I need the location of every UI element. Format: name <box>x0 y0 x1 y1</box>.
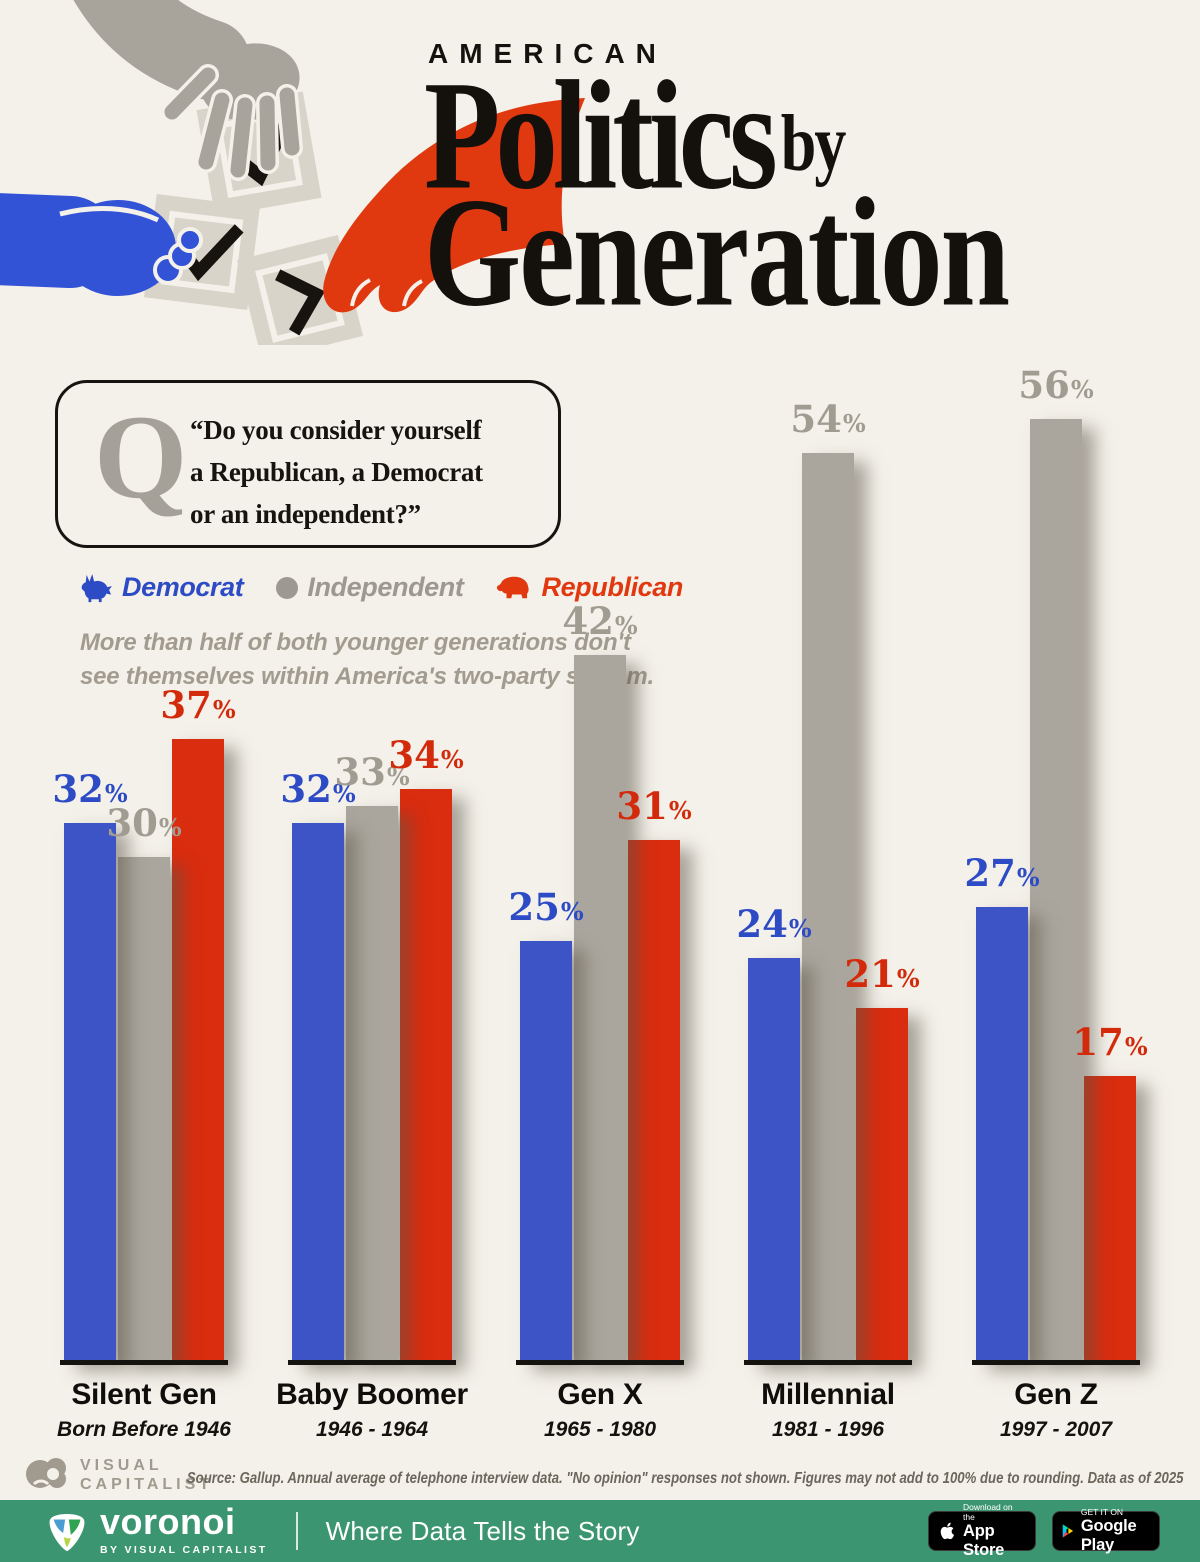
google-play-icon <box>1062 1524 1074 1538</box>
value-label-independent-gen-z: 56% <box>1018 363 1094 407</box>
voronoi-byline: BY VISUAL CAPITALIST <box>100 1543 268 1556</box>
bar-republican-silent-gen <box>172 739 224 1362</box>
badge-big-text: App Store <box>962 1522 1005 1560</box>
visual-capitalist-mark-icon <box>26 1458 66 1488</box>
apple-icon <box>940 1522 955 1540</box>
value-label-independent-baby-boomer: 33% <box>334 750 410 794</box>
legend-label: Independent <box>307 572 464 602</box>
voronoi-brand: voronoi BY VISUAL CAPITALIST <box>44 1501 268 1556</box>
bar-democrat-gen-x <box>520 941 572 1362</box>
legend-label: Democrat <box>122 572 244 602</box>
question-text-line: a Republican, a Democrat <box>190 457 483 487</box>
legend-item-democrat: Democrat <box>78 572 244 603</box>
source-note: Source: Gallup. Annual average of teleph… <box>11 1470 1184 1488</box>
bar-group-gen-z: 27% 56% 17% Gen Z 1997 - 2007 <box>964 342 1147 1441</box>
category-label-millennial: Millennial 1981 - 1996 <box>688 1378 968 1442</box>
title-kicker: AMERICAN <box>428 38 667 69</box>
question-mark-q: Q <box>94 390 188 523</box>
legend-item-independent: Independent <box>275 572 464 603</box>
category-year-range: 1997 - 2007 <box>999 1418 1113 1441</box>
app-store-badge[interactable]: Download on the App Store <box>928 1502 1036 1559</box>
value-label-democrat-gen-z: 27% <box>964 851 1040 895</box>
question-text-line: or an independent?” <box>190 499 421 529</box>
category-label-gen-z: Gen Z 1997 - 2007 <box>916 1378 1196 1442</box>
badge-big-text: Google Play <box>1080 1517 1137 1555</box>
voronoi-wordmark: voronoi <box>100 1501 236 1543</box>
bar-independent-baby-boomer <box>346 806 398 1362</box>
voronoi-footer-bar: voronoi BY VISUAL CAPITALIST Where Data … <box>0 1500 1200 1562</box>
vc-word-capitalist: CAPITALIST <box>80 1476 214 1493</box>
legend-item-republican: Republican <box>495 572 683 603</box>
donkey-icon <box>81 573 112 602</box>
category-name: Gen X <box>557 1378 643 1411</box>
elephant-icon <box>497 576 530 598</box>
value-label-republican-baby-boomer: 34% <box>388 733 464 777</box>
bar-independent-silent-gen <box>118 857 170 1362</box>
bar-democrat-gen-z <box>976 907 1028 1362</box>
category-year-range: 1946 - 1964 <box>315 1418 429 1441</box>
bar-group-millennial: 24% 54% 21% Millennial 1981 - 1996 <box>736 342 919 1441</box>
category-label-baby-boomer: Baby Boomer 1946 - 1964 <box>232 1378 512 1442</box>
question-text: “Do you consider yourself a Republican, … <box>190 409 483 535</box>
bar-group-silent-gen: 32% 30% 37% Silent Gen Born Before 1946 <box>52 342 235 1441</box>
bar-republican-baby-boomer <box>400 789 452 1362</box>
category-year-range: Born Before 1946 <box>57 1418 231 1441</box>
value-label-independent-silent-gen: 30% <box>106 801 182 845</box>
value-label-democrat-gen-x: 25% <box>508 885 584 929</box>
footer-divider <box>295 1512 298 1550</box>
value-label-democrat-millennial: 24% <box>736 902 812 946</box>
value-label-democrat-silent-gen: 32% <box>52 767 128 811</box>
category-year-range: 1981 - 1996 <box>771 1418 885 1441</box>
title-by: by <box>780 98 847 188</box>
category-label-gen-x: Gen X 1965 - 1980 <box>460 1378 740 1442</box>
bar-democrat-millennial <box>748 958 800 1362</box>
subtitle-line: More than half of both younger generatio… <box>80 629 631 656</box>
category-name: Silent Gen <box>71 1378 217 1411</box>
category-year-range: 1965 - 1980 <box>543 1418 657 1441</box>
bar-democrat-silent-gen <box>64 823 116 1362</box>
bar-republican-millennial <box>856 1008 908 1362</box>
value-label-republican-gen-z: 17% <box>1072 1020 1148 1064</box>
value-label-republican-gen-x: 31% <box>616 784 692 828</box>
value-label-independent-millennial: 54% <box>790 397 866 441</box>
visual-capitalist-wordmark: VISUAL CAPITALIST <box>80 1456 213 1494</box>
subtitle-line: see themselves within America's two-part… <box>80 663 654 690</box>
bar-group-gen-x: 25% 42% 31% Gen X 1965 - 1980 <box>508 342 691 1441</box>
legend-label: Republican <box>541 572 683 602</box>
question-text-line: “Do you consider yourself <box>190 415 482 445</box>
value-label-independent-gen-x: 42% <box>562 599 638 643</box>
chart-legend: Democrat Independent Republican <box>78 572 715 603</box>
circle-icon <box>276 576 299 599</box>
bar-democrat-baby-boomer <box>292 823 344 1362</box>
google-play-badge[interactable]: GET IT ON Google Play <box>1052 1507 1160 1554</box>
category-label-silent-gen: Silent Gen Born Before 1946 <box>4 1378 284 1442</box>
bar-republican-gen-z <box>1084 1076 1136 1362</box>
footer-tagline: Where Data Tells the Story <box>325 1515 640 1546</box>
category-name: Gen Z <box>1014 1378 1098 1411</box>
value-label-republican-silent-gen: 37% <box>160 683 236 727</box>
value-label-republican-millennial: 21% <box>844 952 920 996</box>
store-badges: Download on the App Store GET IT ON Goog… <box>928 1502 1160 1559</box>
chart-subtitle: More than half of both younger generatio… <box>80 626 654 694</box>
survey-question-box: Q “Do you consider yourself a Republican… <box>55 380 561 548</box>
category-name: Millennial <box>761 1378 895 1411</box>
badge-small-text: GET IT ON <box>1080 1506 1124 1517</box>
voronoi-logo-icon <box>49 1514 85 1552</box>
bar-republican-gen-x <box>628 840 680 1362</box>
source-text: Source: Gallup. Annual average of teleph… <box>187 1470 1184 1487</box>
bar-independent-gen-x <box>574 655 626 1362</box>
vc-word-visual: VISUAL <box>80 1457 163 1474</box>
bar-group-baby-boomer: 32% 33% 34% Baby Boomer 1946 - 1964 <box>276 342 468 1441</box>
bar-independent-gen-z <box>1030 419 1082 1362</box>
value-label-democrat-baby-boomer: 32% <box>280 767 356 811</box>
visual-capitalist-logo: VISUAL CAPITALIST <box>24 1454 213 1496</box>
badge-small-text: Download on the <box>962 1501 1013 1523</box>
category-name: Baby Boomer <box>276 1378 468 1411</box>
bar-independent-millennial <box>802 453 854 1362</box>
